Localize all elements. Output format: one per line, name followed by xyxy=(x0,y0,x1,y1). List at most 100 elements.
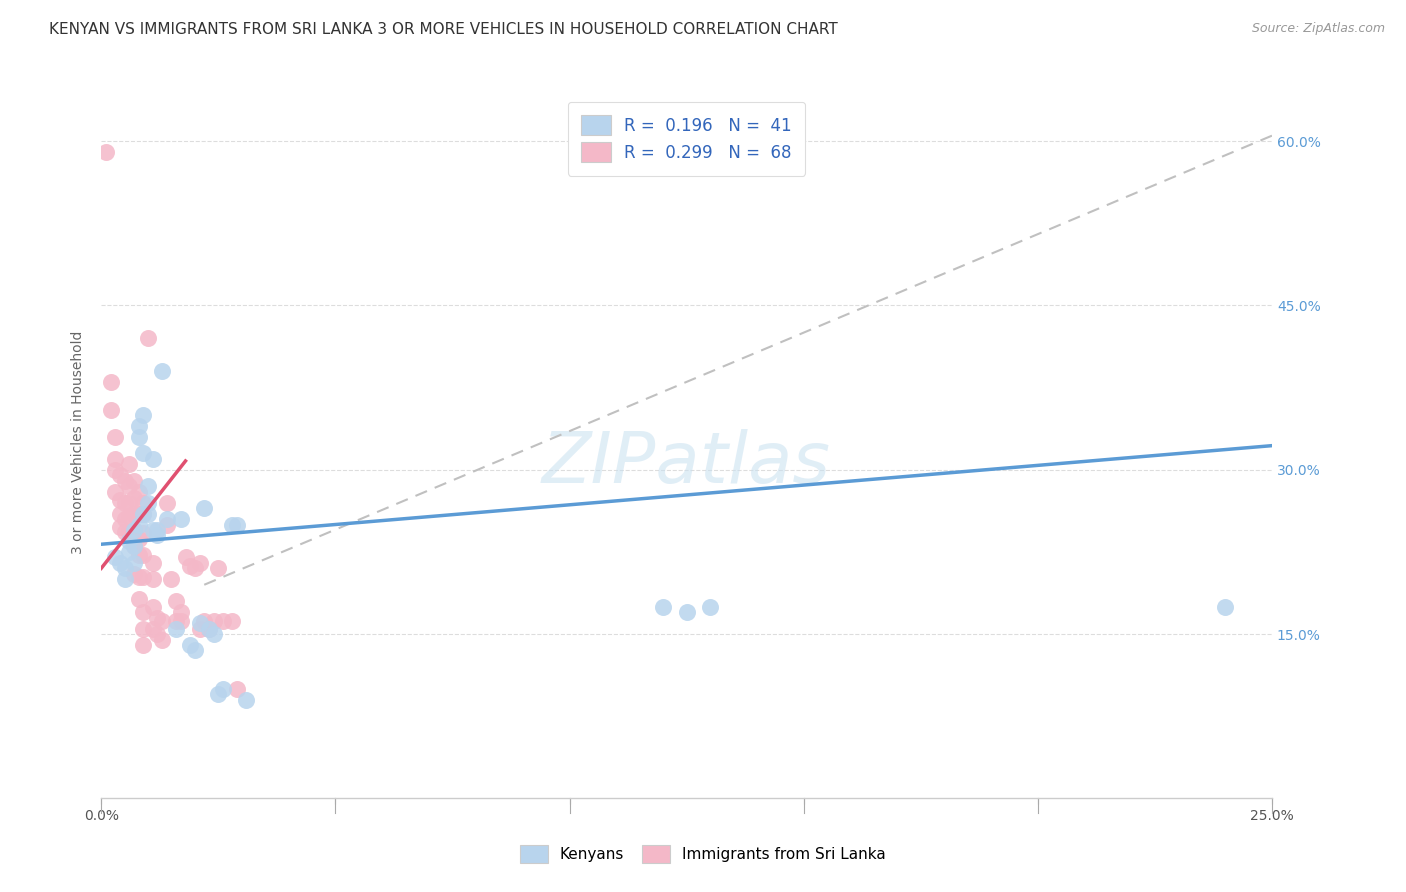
Point xyxy=(122,556,145,570)
Point xyxy=(699,599,721,614)
Point xyxy=(212,614,235,628)
Point xyxy=(132,507,155,521)
Point xyxy=(188,616,211,631)
Point xyxy=(198,622,221,636)
Point xyxy=(179,559,201,574)
Point xyxy=(122,491,145,506)
Point xyxy=(100,375,122,389)
Point xyxy=(132,605,155,619)
Point xyxy=(165,594,187,608)
Point xyxy=(165,622,187,636)
Point xyxy=(104,484,127,499)
Point xyxy=(118,545,141,559)
Point xyxy=(136,331,159,345)
Point xyxy=(235,693,257,707)
Point xyxy=(128,592,150,607)
Point xyxy=(128,507,150,521)
Point xyxy=(184,643,207,657)
Point xyxy=(128,430,150,444)
Point xyxy=(188,556,211,570)
Point xyxy=(128,548,150,562)
Point xyxy=(122,540,145,554)
Point xyxy=(114,572,136,586)
Point xyxy=(122,507,145,521)
Point xyxy=(184,561,207,575)
Point xyxy=(118,495,141,509)
Point xyxy=(104,430,127,444)
Point xyxy=(136,507,159,521)
Point xyxy=(108,556,131,570)
Point xyxy=(132,507,155,521)
Point xyxy=(142,523,165,537)
Point xyxy=(114,525,136,540)
Point xyxy=(188,622,211,636)
Point xyxy=(128,484,150,499)
Point xyxy=(108,493,131,508)
Point xyxy=(174,550,197,565)
Point xyxy=(136,479,159,493)
Point xyxy=(165,614,187,628)
Point xyxy=(132,638,155,652)
Point xyxy=(156,495,179,509)
Point xyxy=(150,364,173,378)
Point xyxy=(179,638,201,652)
Point xyxy=(198,622,221,636)
Point xyxy=(114,495,136,509)
Text: Source: ZipAtlas.com: Source: ZipAtlas.com xyxy=(1251,22,1385,36)
Point xyxy=(226,681,249,696)
Point xyxy=(170,605,193,619)
Point xyxy=(202,627,225,641)
Point xyxy=(104,463,127,477)
Legend: R =  0.196   N =  41, R =  0.299   N =  68: R = 0.196 N = 41, R = 0.299 N = 68 xyxy=(568,102,806,176)
Point xyxy=(132,495,155,509)
Point xyxy=(132,622,155,636)
Point xyxy=(207,687,229,701)
Point xyxy=(114,474,136,488)
Point xyxy=(156,517,179,532)
Point xyxy=(156,512,179,526)
Point xyxy=(122,523,145,537)
Point xyxy=(170,614,193,628)
Point xyxy=(193,501,215,516)
Point xyxy=(221,614,243,628)
Point xyxy=(212,681,235,696)
Point xyxy=(146,523,169,537)
Point xyxy=(118,533,141,548)
Point xyxy=(104,451,127,466)
Point xyxy=(108,519,131,533)
Point xyxy=(170,512,193,526)
Point xyxy=(104,550,127,565)
Point xyxy=(108,468,131,483)
Point xyxy=(118,508,141,523)
Point xyxy=(100,402,122,417)
Point xyxy=(128,532,150,546)
Point xyxy=(226,517,249,532)
Point xyxy=(142,451,165,466)
Point xyxy=(142,622,165,636)
Point xyxy=(94,145,117,159)
Point xyxy=(118,479,141,493)
Point xyxy=(128,570,150,584)
Point xyxy=(136,495,159,509)
Point xyxy=(207,561,229,575)
Point xyxy=(132,548,155,562)
Point xyxy=(114,512,136,526)
Point xyxy=(132,526,155,541)
Point xyxy=(146,627,169,641)
Point xyxy=(160,572,183,586)
Point xyxy=(122,523,145,537)
Y-axis label: 3 or more Vehicles in Household: 3 or more Vehicles in Household xyxy=(72,331,86,554)
Point xyxy=(142,556,165,570)
Point xyxy=(132,446,155,460)
Point xyxy=(122,474,145,488)
Point xyxy=(1213,599,1236,614)
Point xyxy=(118,525,141,540)
Point xyxy=(202,614,225,628)
Point xyxy=(132,570,155,584)
Point xyxy=(128,419,150,434)
Point xyxy=(118,457,141,471)
Point xyxy=(150,614,173,628)
Point xyxy=(132,408,155,422)
Point xyxy=(221,517,243,532)
Point xyxy=(193,614,215,628)
